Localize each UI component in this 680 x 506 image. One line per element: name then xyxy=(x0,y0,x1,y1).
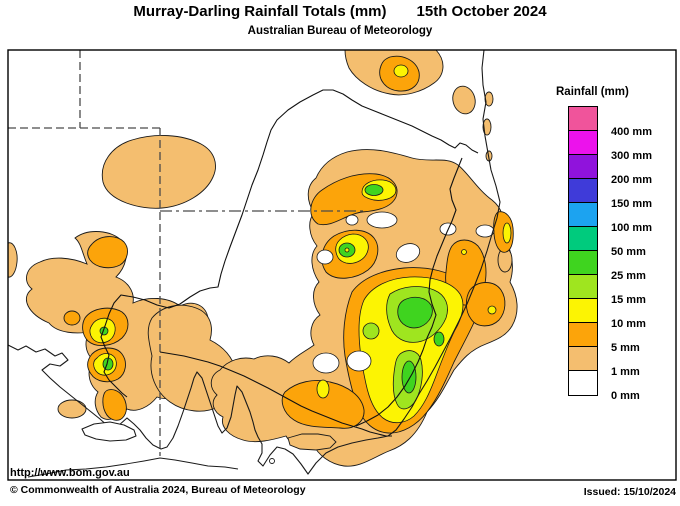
legend-color-swatch xyxy=(568,130,598,156)
legend-threshold-label: 15 mm xyxy=(611,294,646,306)
legend-threshold-label: 400 mm xyxy=(611,126,652,138)
legend-row: 400 mm xyxy=(568,106,652,138)
rain-area-gippsland-coast xyxy=(287,433,337,451)
state-borders xyxy=(8,50,366,456)
rain10-tiny-dot xyxy=(461,249,467,255)
zero-rain-holes xyxy=(312,211,495,374)
copyright-text: © Commonwealth of Australia 2024, Bureau… xyxy=(10,484,306,496)
dry-hole xyxy=(366,211,398,229)
rainfall-legend: Rainfall (mm) 400 mm 300 mm 200 mm 150 mm 10… xyxy=(556,86,652,402)
southern-coast-detail xyxy=(27,457,239,478)
legend-row: 1 mm xyxy=(568,346,640,378)
legend-scale: 400 mm 300 mm 200 mm 150 mm 100 mm 50 mm 25 mm… xyxy=(568,106,652,402)
rain5-coast-spot xyxy=(465,282,506,327)
bom-url-text: http://www.bom.gov.au xyxy=(10,467,130,479)
legend-color-swatch xyxy=(568,106,598,132)
legend-color-swatch xyxy=(568,322,598,348)
legend-threshold-label: 150 mm xyxy=(611,198,652,210)
rainfall-1mm-contours xyxy=(7,49,518,467)
dry-hole xyxy=(395,243,421,263)
rain10-coast-dot xyxy=(487,305,497,315)
legend-title: Rainfall (mm) xyxy=(556,86,629,98)
legend-threshold-label: 0 mm xyxy=(611,390,640,402)
basin-boundary-north-west xyxy=(100,89,479,398)
page-title: Murray-Darling Rainfall Totals (mm) 15th … xyxy=(0,3,680,20)
rain10-coast-strip xyxy=(502,222,512,244)
legend-threshold-label: 25 mm xyxy=(611,270,646,282)
dry-hole xyxy=(475,224,495,238)
dry-hole xyxy=(316,249,334,265)
rain-dot-coast xyxy=(482,118,492,136)
legend-threshold-label: 100 mm xyxy=(611,222,652,234)
rain-area-left-edge xyxy=(7,242,18,278)
rainfall-25mm-contours xyxy=(99,184,445,394)
map-date-text: 15th October 2024 xyxy=(416,3,547,20)
rain15-spot xyxy=(362,322,380,340)
mainland-coast xyxy=(7,49,501,475)
issued-date-text: Issued: 15/10/2024 xyxy=(583,486,676,498)
rain-area-coast-north xyxy=(452,85,476,115)
basin-boundary-east xyxy=(355,157,463,427)
kangaroo-island-coast xyxy=(81,421,137,442)
rain-area-sw-vic xyxy=(57,399,87,419)
map-frame xyxy=(7,49,677,481)
coastline xyxy=(7,49,501,478)
legend-row: 300 mm xyxy=(568,130,652,162)
legend-row: 5 mm xyxy=(568,322,640,354)
legend-row: 100 mm xyxy=(568,202,652,234)
legend-threshold-label: 300 mm xyxy=(611,150,652,162)
dry-hole xyxy=(345,214,359,226)
dry-hole xyxy=(346,350,372,372)
legend-color-swatch xyxy=(568,346,598,372)
rain10-vic-dot xyxy=(316,379,330,399)
map-title-text: Murray-Darling Rainfall Totals (mm) xyxy=(133,3,387,20)
legend-color-swatch xyxy=(568,154,598,180)
legend-threshold-label: 5 mm xyxy=(611,342,640,354)
rain25-range-band xyxy=(401,360,417,394)
legend-threshold-label: 1 mm xyxy=(611,366,640,378)
legend-threshold-label: 200 mm xyxy=(611,174,652,186)
basin-and-river-borders xyxy=(100,89,479,437)
rain25-southeast-core xyxy=(397,296,433,329)
rain5-flinders xyxy=(87,236,128,269)
legend-color-swatch xyxy=(568,250,598,276)
legend-color-swatch xyxy=(568,370,598,396)
agency-subtitle: Australian Bureau of Meteorology xyxy=(247,25,433,37)
map-header: Murray-Darling Rainfall Totals (mm) 15th … xyxy=(0,3,680,37)
legend-row: 200 mm xyxy=(568,154,652,186)
rain10-qld-dot xyxy=(393,64,409,78)
border-nsw-vic-murray xyxy=(159,351,392,437)
legend-row: 150 mm xyxy=(568,178,652,210)
legend-row: 15 mm xyxy=(568,274,646,306)
legend-threshold-label: 10 mm xyxy=(611,318,646,330)
rain-area-northwest xyxy=(101,135,216,209)
legend-color-swatch xyxy=(568,274,598,300)
legend-color-swatch xyxy=(568,202,598,228)
rain25-coast-spot xyxy=(433,331,445,347)
rain25-inner-mark xyxy=(344,247,350,253)
legend-row: 10 mm xyxy=(568,298,646,330)
legend-row: 0 mm xyxy=(568,370,640,402)
rain5-sa-west-dot xyxy=(63,310,81,326)
legend-threshold-label: 50 mm xyxy=(611,246,646,258)
dry-hole xyxy=(312,352,340,374)
legend-color-swatch xyxy=(568,226,598,252)
legend-color-swatch xyxy=(568,178,598,204)
legend-row: 25 mm xyxy=(568,250,646,282)
rain5-sa-coast-strip xyxy=(102,389,127,421)
rain25-nw-core xyxy=(364,184,384,196)
port-phillip-island xyxy=(269,458,275,464)
legend-row: 50 mm xyxy=(568,226,646,258)
legend-color-swatch xyxy=(568,298,598,324)
